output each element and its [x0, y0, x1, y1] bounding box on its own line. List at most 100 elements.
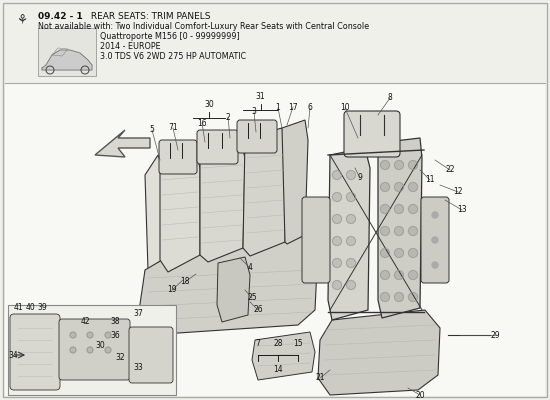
Text: 39: 39 — [37, 304, 47, 312]
Text: 30: 30 — [204, 100, 214, 109]
Text: 3.0 TDS V6 2WD 275 HP AUTOMATIC: 3.0 TDS V6 2WD 275 HP AUTOMATIC — [100, 52, 246, 61]
Circle shape — [346, 236, 355, 246]
Circle shape — [381, 270, 389, 280]
Circle shape — [381, 160, 389, 170]
Circle shape — [346, 258, 355, 268]
Text: 42: 42 — [80, 318, 90, 326]
Text: 19: 19 — [167, 286, 177, 294]
Polygon shape — [42, 50, 92, 70]
Circle shape — [70, 347, 76, 353]
Polygon shape — [252, 332, 315, 380]
Text: 13: 13 — [457, 206, 467, 214]
Text: 16: 16 — [197, 118, 207, 128]
FancyBboxPatch shape — [421, 197, 449, 283]
Circle shape — [105, 347, 111, 353]
Text: 32: 32 — [115, 354, 125, 362]
Text: 31: 31 — [256, 92, 265, 101]
Text: 7: 7 — [256, 339, 261, 348]
Circle shape — [432, 262, 438, 268]
Polygon shape — [145, 155, 165, 270]
Polygon shape — [138, 235, 318, 335]
Polygon shape — [200, 138, 245, 262]
Circle shape — [346, 280, 355, 290]
Circle shape — [394, 226, 404, 236]
Circle shape — [432, 237, 438, 243]
Text: REAR SEATS: TRIM PANELS: REAR SEATS: TRIM PANELS — [88, 12, 211, 21]
Circle shape — [432, 212, 438, 218]
Text: 34: 34 — [8, 350, 18, 360]
Circle shape — [333, 258, 342, 268]
Text: 28: 28 — [273, 339, 283, 348]
Circle shape — [333, 280, 342, 290]
Polygon shape — [328, 148, 370, 320]
Text: 40: 40 — [25, 304, 35, 312]
Circle shape — [87, 332, 93, 338]
Circle shape — [394, 182, 404, 192]
Polygon shape — [95, 130, 150, 157]
Polygon shape — [282, 120, 308, 244]
Polygon shape — [160, 148, 200, 272]
Circle shape — [381, 248, 389, 258]
Text: 09.42 - 1: 09.42 - 1 — [38, 12, 82, 21]
FancyBboxPatch shape — [344, 111, 400, 157]
FancyBboxPatch shape — [159, 140, 197, 174]
Text: 14: 14 — [273, 365, 283, 374]
FancyBboxPatch shape — [59, 319, 130, 380]
Circle shape — [409, 160, 417, 170]
Circle shape — [333, 170, 342, 180]
FancyBboxPatch shape — [129, 327, 173, 383]
Bar — [38, 28, 96, 76]
Circle shape — [87, 347, 93, 353]
Text: 36: 36 — [110, 330, 120, 340]
Circle shape — [394, 270, 404, 280]
Circle shape — [409, 292, 417, 302]
Text: 9: 9 — [358, 174, 362, 182]
Text: 2: 2 — [226, 112, 230, 122]
FancyBboxPatch shape — [237, 120, 277, 153]
Circle shape — [394, 160, 404, 170]
Bar — [8, 305, 176, 395]
Circle shape — [105, 332, 111, 338]
FancyBboxPatch shape — [197, 130, 238, 164]
Text: 11: 11 — [425, 176, 435, 184]
Circle shape — [409, 248, 417, 258]
Text: ⚘: ⚘ — [16, 14, 28, 27]
Text: 37: 37 — [133, 308, 143, 318]
Circle shape — [381, 226, 389, 236]
Text: 38: 38 — [110, 318, 120, 326]
Text: 12: 12 — [453, 188, 463, 196]
Circle shape — [346, 214, 355, 224]
Circle shape — [394, 204, 404, 214]
FancyBboxPatch shape — [10, 314, 60, 390]
Circle shape — [409, 204, 417, 214]
Text: 71: 71 — [168, 124, 178, 132]
Text: Quattroporte M156 [0 - 99999999]: Quattroporte M156 [0 - 99999999] — [100, 32, 240, 41]
FancyBboxPatch shape — [302, 197, 330, 283]
Circle shape — [394, 292, 404, 302]
Circle shape — [394, 248, 404, 258]
Circle shape — [70, 332, 76, 338]
Circle shape — [333, 192, 342, 202]
Text: 26: 26 — [253, 306, 263, 314]
Text: 4: 4 — [248, 264, 252, 272]
Text: 22: 22 — [446, 166, 455, 174]
Text: Not available with: Two Individual Comfort-Luxury Rear Seats with Central Consol: Not available with: Two Individual Comfo… — [38, 22, 369, 31]
Text: 10: 10 — [340, 104, 350, 112]
Circle shape — [409, 226, 417, 236]
Text: 8: 8 — [388, 94, 392, 102]
Circle shape — [333, 214, 342, 224]
Polygon shape — [318, 310, 440, 395]
Circle shape — [381, 292, 389, 302]
Text: 30: 30 — [95, 340, 105, 350]
Text: 15: 15 — [293, 339, 303, 348]
Text: 41: 41 — [13, 304, 23, 312]
Text: 17: 17 — [288, 102, 298, 112]
Circle shape — [346, 170, 355, 180]
Polygon shape — [243, 128, 286, 256]
Circle shape — [346, 192, 355, 202]
Circle shape — [381, 204, 389, 214]
Text: 1: 1 — [276, 104, 280, 112]
Bar — [5, 84, 545, 396]
Circle shape — [409, 182, 417, 192]
Text: 3: 3 — [251, 108, 256, 116]
